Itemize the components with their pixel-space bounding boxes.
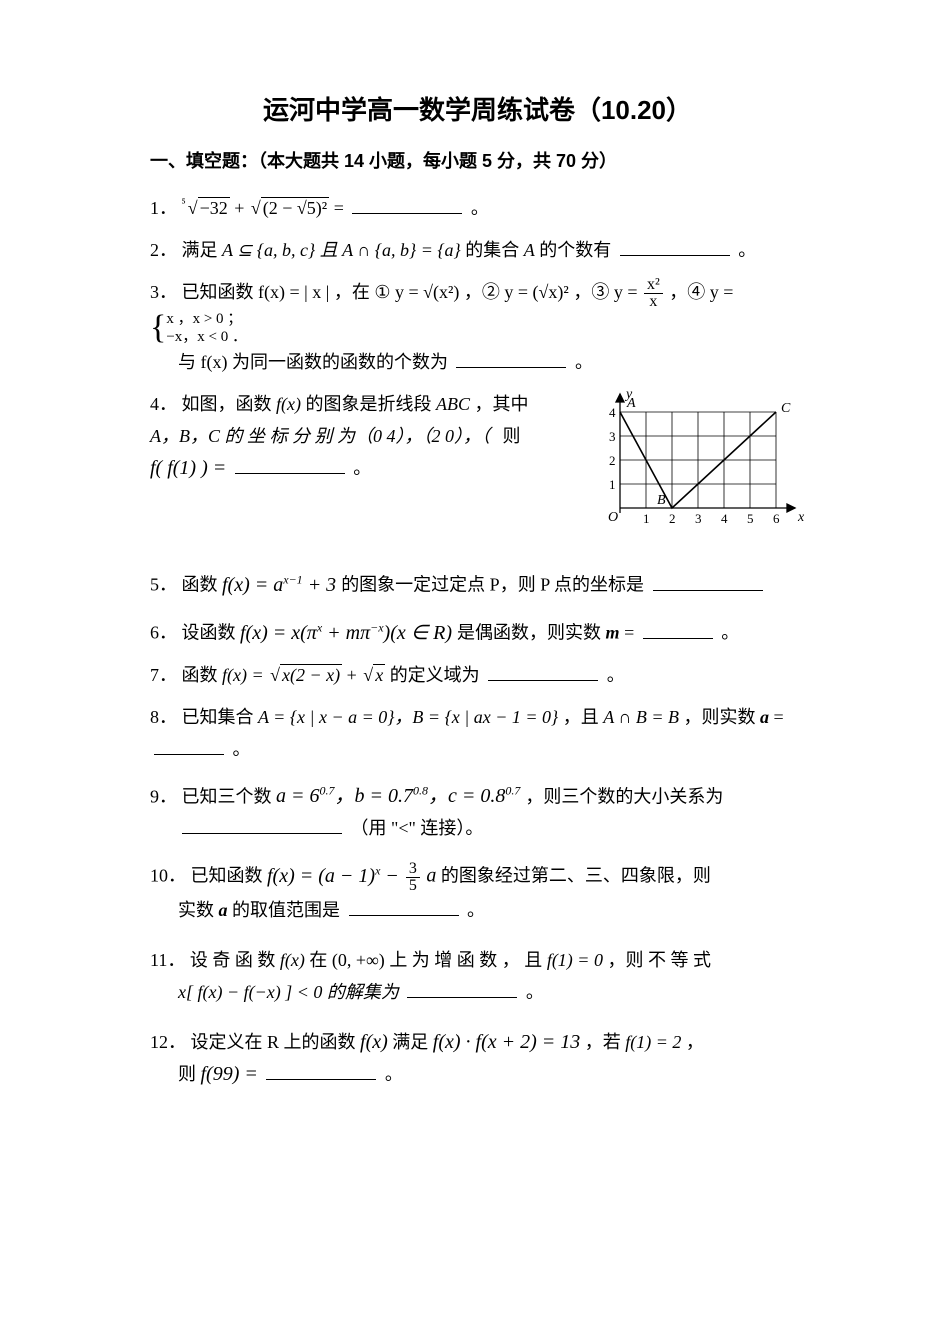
q9-blank [182,815,342,834]
question-8: 8． 已知集合 A = {x | x − a = 0}，B = {x | ax … [150,701,805,765]
q5-number: 5． [150,575,177,595]
q7-blank [488,662,598,681]
question-6: 6． 设函数 f(x) = x(πx + mπ−x)(x ∈ R) 是偶函数，则… [150,611,805,649]
question-7: 7． 函数 f(x) = x(2 − x) + x 的定义域为 。 [150,659,805,691]
q1-blank [352,195,462,214]
q10-number: 10． [150,866,186,886]
question-9: 9． 已知三个数 a = 60.7，b = 0.70.8，c = 0.80.7 … [150,775,805,845]
question-3: 3． 已知函数 f(x) = | x | ，在 ① y = √(x²) ，② y… [150,276,805,378]
question-5: 5． 函数 f(x) = ax−1 + 3 的图象一定过定点 P，则 P 点的坐… [150,563,805,601]
q5-blank [653,572,763,591]
q6-blank [643,620,713,639]
q8-blank [154,736,224,755]
q3-number: 3． [150,282,177,302]
svg-text:3: 3 [695,511,702,526]
svg-text:4: 4 [721,511,728,526]
q2-math: A ⊆ {a, b, c} 且 A ∩ {a, b} = {a} [222,240,461,260]
question-10: 10． 已知函数 f(x) = (a − 1)x − 35 a 的图象经过第二、… [150,854,805,926]
q12-blank [266,1061,376,1080]
q2-number: 2． [150,240,177,260]
q9-number: 9． [150,786,177,806]
svg-text:1: 1 [643,511,650,526]
q4-blank [235,455,345,474]
svg-text:B: B [657,493,666,508]
question-11: 11． 设 奇 函 数 f(x) 在 (0, +∞) 上 为 增 函 数 ， 且… [150,944,805,1008]
svg-text:y: y [624,388,633,402]
svg-text:4: 4 [609,405,616,420]
question-12: 12． 设定义在 R 上的函数 f(x) 满足 f(x) · f(x + 2) … [150,1026,805,1090]
q2-blank [620,237,730,256]
q3-blank [456,349,566,368]
q4-chart: A B C O x y 1 2 3 4 5 6 1 2 3 4 [595,388,805,553]
q6-number: 6． [150,623,177,643]
q4-chart-svg: A B C O x y 1 2 3 4 5 6 1 2 3 4 [595,388,805,543]
svg-text:2: 2 [669,511,676,526]
question-4: 4． 如图，函数 f(x) 的图象是折线段 ABC ，其中 A，B，C 的 坐 … [150,388,805,553]
q3-piecewise: { x ，x > 0 ； −x，x < 0 ． [150,310,247,346]
q7-number: 7． [150,665,177,685]
q11-number: 11． [150,950,185,970]
q1-number: 1． [150,198,177,218]
q8-number: 8． [150,707,177,727]
svg-text:1: 1 [609,477,616,492]
exam-page: 运河中学高一数学周练试卷（10.20） 一、填空题：（本大题共 14 小题，每小… [0,0,945,1337]
page-title: 运河中学高一数学周练试卷（10.20） [150,90,805,127]
svg-text:2: 2 [609,453,616,468]
svg-text:O: O [608,510,618,525]
section-1-heading: 一、填空题：（本大题共 14 小题，每小题 5 分，共 70 分） [150,147,805,173]
svg-text:x: x [797,510,805,525]
svg-text:5: 5 [747,511,754,526]
q1-expression: ⁵−32 + (2 − √5)² = [182,198,349,218]
svg-text:3: 3 [609,429,616,444]
question-1: 1． ⁵−32 + (2 − √5)² = 。 [150,187,805,224]
svg-text:C: C [781,401,791,416]
q10-blank [349,897,459,916]
q12-number: 12． [150,1032,186,1052]
question-2: 2． 满足 A ⊆ {a, b, c} 且 A ∩ {a, b} = {a} 的… [150,234,805,266]
q4-text: 4． 如图，函数 f(x) 的图象是折线段 ABC ，其中 A，B，C 的 坐 … [150,388,585,484]
q11-blank [407,979,517,998]
svg-text:6: 6 [773,511,780,526]
q4-number: 4． [150,394,177,414]
